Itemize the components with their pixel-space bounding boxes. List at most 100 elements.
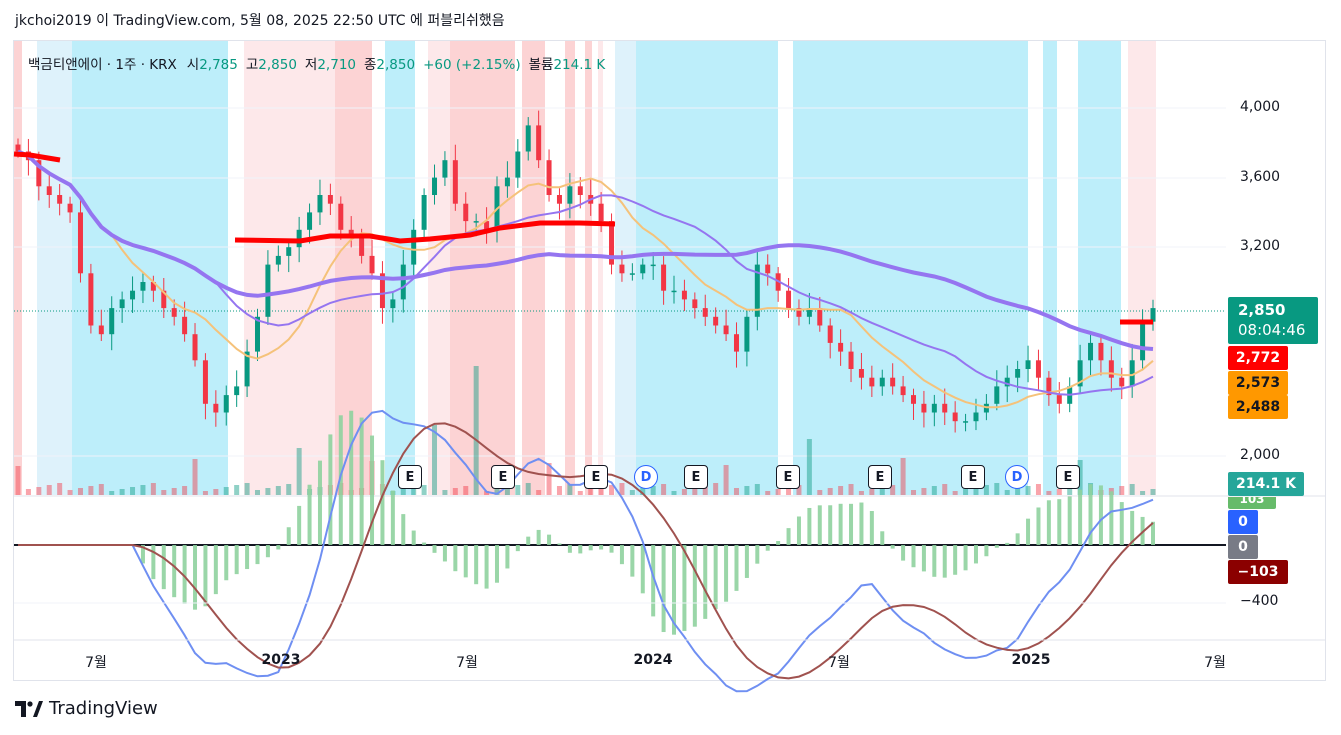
macd-histogram-bar xyxy=(932,545,937,577)
candle-body xyxy=(577,186,583,195)
candle-body xyxy=(442,160,448,178)
earnings-marker[interactable]: E xyxy=(491,465,515,489)
signal-band xyxy=(793,41,1028,495)
earnings-marker[interactable]: E xyxy=(961,465,985,489)
macd-histogram-bar xyxy=(776,541,781,545)
candle-body xyxy=(202,360,208,404)
candle-body xyxy=(317,195,323,213)
candle-body xyxy=(338,203,344,230)
macd-histogram-bar xyxy=(672,545,677,635)
volume-bar xyxy=(650,486,656,495)
volume-bar xyxy=(150,483,156,495)
signal-band xyxy=(244,41,285,495)
candle-body xyxy=(1140,321,1146,361)
candle-body xyxy=(650,264,656,267)
candle-body xyxy=(473,221,479,223)
candle-body xyxy=(504,177,510,187)
dividend-marker[interactable]: D xyxy=(1005,465,1029,489)
volume-bar xyxy=(890,485,896,495)
macd-histogram-bar xyxy=(619,545,624,565)
candle-body xyxy=(161,290,167,309)
ma-line-long xyxy=(17,149,1154,351)
earnings-marker[interactable]: E xyxy=(868,465,892,489)
macd-histogram-bar xyxy=(515,545,520,552)
signal-band xyxy=(385,41,415,495)
signal-band xyxy=(615,41,636,495)
candle-body xyxy=(1077,360,1083,387)
legend-symbol[interactable]: 백금티앤에이 · 1주 · KRX xyxy=(28,57,177,73)
macd-histogram-bar xyxy=(286,527,291,545)
macd-histogram-bar xyxy=(338,415,343,545)
macd-histogram-bar xyxy=(1067,496,1072,545)
candle-body xyxy=(265,264,271,317)
macd-histogram-bar xyxy=(942,545,947,578)
earnings-marker[interactable]: E xyxy=(1056,465,1080,489)
legend-low: 2,710 xyxy=(317,57,356,73)
macd-histogram-bar xyxy=(578,545,583,554)
candle-body xyxy=(244,351,250,387)
macd-histogram-bar xyxy=(328,434,333,545)
volume-bar xyxy=(46,485,52,495)
signal-band xyxy=(565,41,575,495)
macd-histogram-bar xyxy=(901,545,906,561)
legend-close-label: 종 xyxy=(364,57,377,73)
candle-body xyxy=(661,264,667,291)
volume-bar xyxy=(119,489,125,495)
volume-bar xyxy=(463,486,469,495)
candle-body xyxy=(567,186,573,204)
volume-bar xyxy=(67,490,73,495)
candle-body xyxy=(67,203,73,213)
candle-body xyxy=(817,308,823,326)
candle-body xyxy=(130,290,136,300)
signal-band xyxy=(598,41,603,495)
volume-bar xyxy=(744,486,750,495)
macd-histogram-bar xyxy=(224,545,229,581)
candle-body xyxy=(359,238,365,256)
macd-zero-label: 0 xyxy=(1228,535,1258,559)
volume-bar xyxy=(161,490,167,495)
volume-bar xyxy=(942,484,948,495)
candle-body xyxy=(879,377,885,387)
macd-histogram-bar xyxy=(682,545,687,631)
candle-body xyxy=(140,282,146,291)
volume-bar xyxy=(546,463,552,495)
macd-histogram-bar xyxy=(463,545,468,578)
earnings-marker[interactable]: E xyxy=(684,465,708,489)
macd-histogram-bar xyxy=(1057,499,1062,545)
volume-bar xyxy=(504,487,510,495)
candle-body xyxy=(629,273,635,275)
candle-body xyxy=(1035,360,1041,378)
volume-bar xyxy=(182,486,188,495)
last-price-label: 2,850 08:04:46 xyxy=(1228,297,1318,344)
volume-bar xyxy=(98,484,104,495)
candle-body xyxy=(369,255,375,274)
dividend-marker[interactable]: D xyxy=(634,465,658,489)
signal-band xyxy=(636,41,778,495)
volume-bar xyxy=(1004,490,1010,495)
candle-body xyxy=(754,264,760,317)
macd-histogram-bar xyxy=(703,545,708,619)
volume-bar xyxy=(661,484,667,495)
volume-bar xyxy=(140,485,146,495)
candle-body xyxy=(150,282,156,291)
candle-body xyxy=(1015,369,1021,378)
macd-histogram-bar xyxy=(838,503,843,545)
volume-bar xyxy=(994,483,1000,495)
macd-histogram-bar xyxy=(390,490,395,545)
macd-histogram-bar xyxy=(599,545,604,550)
earnings-marker[interactable]: E xyxy=(584,465,608,489)
legend-volume: 214.1 K xyxy=(553,57,606,73)
volume-bar xyxy=(577,491,583,495)
volume-bar xyxy=(1150,489,1156,495)
signal-band xyxy=(585,41,592,495)
candle-body xyxy=(838,342,844,352)
tradingview-logo[interactable]: TradingView xyxy=(15,698,158,719)
macd-histogram-bar xyxy=(744,545,749,578)
macd-histogram-bar xyxy=(317,460,322,545)
volume-bar xyxy=(973,487,979,495)
earnings-marker[interactable]: E xyxy=(398,465,422,489)
volume-bar xyxy=(952,491,958,495)
volume-bar xyxy=(1077,460,1083,495)
earnings-marker[interactable]: E xyxy=(776,465,800,489)
